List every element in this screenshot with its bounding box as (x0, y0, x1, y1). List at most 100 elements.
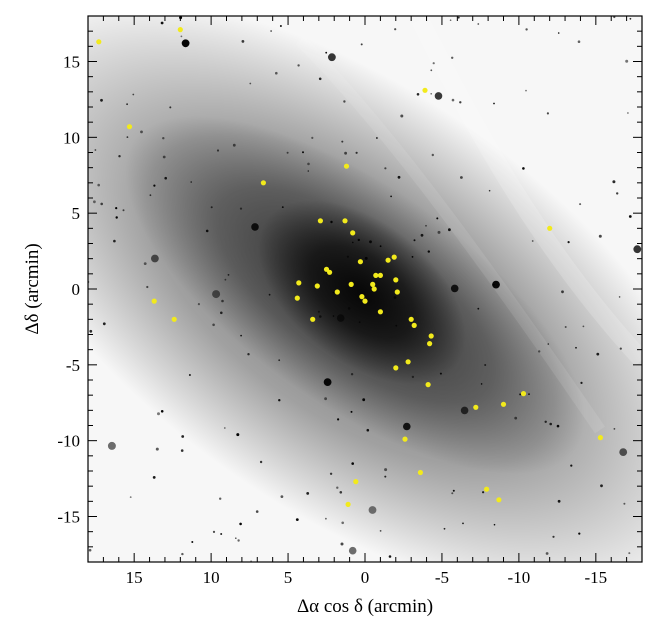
star (278, 399, 281, 402)
y-tick-label: -5 (66, 356, 80, 375)
star (319, 315, 322, 318)
star (561, 290, 564, 294)
star (180, 449, 184, 452)
data-point (394, 289, 400, 295)
star (567, 241, 570, 244)
star (379, 245, 382, 248)
star (143, 262, 147, 265)
star (191, 541, 194, 543)
data-point (362, 298, 368, 304)
star (240, 334, 243, 337)
star (482, 491, 485, 494)
x-tick-label: 10 (203, 568, 220, 587)
data-point (359, 294, 365, 300)
star (235, 537, 237, 539)
star (259, 460, 263, 464)
star (627, 112, 629, 114)
data-point (417, 469, 423, 476)
x-tick-label: 15 (126, 568, 143, 587)
star (477, 307, 480, 310)
star (460, 176, 463, 179)
star (364, 256, 368, 260)
data-point (334, 289, 340, 295)
star (411, 375, 415, 379)
star (379, 530, 382, 532)
x-tick-label: -10 (508, 568, 531, 587)
star (557, 499, 561, 503)
star (88, 548, 92, 552)
star (514, 416, 518, 420)
star (115, 207, 118, 210)
star (306, 492, 310, 495)
star (223, 427, 226, 429)
star (126, 103, 128, 106)
star (302, 151, 304, 154)
data-point (500, 401, 507, 407)
star (451, 98, 455, 102)
data-point (373, 272, 379, 278)
data-point (377, 309, 383, 315)
star (227, 274, 230, 276)
star (544, 420, 547, 423)
data-point (408, 316, 414, 322)
star (239, 207, 243, 210)
y-tick-label: 10 (63, 128, 80, 147)
data-point (343, 163, 350, 169)
data-point (411, 322, 417, 328)
star (403, 422, 411, 431)
data-point (370, 281, 376, 287)
star (352, 241, 354, 244)
y-tick-label: -10 (57, 432, 80, 451)
star (341, 140, 344, 143)
star (129, 496, 132, 498)
star (212, 290, 221, 299)
star (431, 153, 434, 157)
star (538, 350, 541, 353)
axis-ticks: 15 10 5 0 -5 -10 -15 15 10 5 0 -5 -10 -15 (57, 16, 642, 587)
star (430, 93, 433, 95)
star (162, 155, 166, 159)
data-point (353, 479, 359, 485)
star (241, 40, 245, 43)
star (318, 77, 322, 81)
star (598, 234, 602, 238)
data-point (357, 259, 363, 265)
star (350, 410, 353, 413)
star (337, 418, 340, 421)
star (332, 291, 335, 294)
star (612, 180, 616, 184)
star (360, 43, 363, 46)
star (205, 229, 209, 233)
star (557, 32, 560, 34)
star (625, 59, 629, 63)
x-tick-label: 0 (361, 568, 370, 587)
star (452, 489, 455, 492)
star (224, 278, 227, 281)
star (484, 364, 487, 366)
data-point (405, 359, 411, 365)
data-point (317, 218, 323, 224)
star (100, 98, 103, 102)
star (369, 240, 372, 244)
star (400, 114, 404, 118)
star (388, 555, 392, 558)
data-point (342, 218, 348, 224)
data-point (327, 269, 333, 275)
y-tick-label: 15 (63, 53, 80, 72)
star (393, 296, 397, 299)
star (596, 352, 600, 356)
star (366, 428, 370, 432)
star (146, 285, 149, 289)
star (164, 176, 167, 180)
star (460, 406, 469, 415)
star (394, 28, 397, 31)
star (346, 255, 349, 258)
star (162, 137, 165, 140)
star (181, 435, 185, 438)
star (307, 170, 310, 172)
star (220, 533, 223, 535)
star (328, 53, 336, 62)
star (411, 256, 414, 258)
star (355, 151, 358, 154)
star (212, 530, 216, 534)
